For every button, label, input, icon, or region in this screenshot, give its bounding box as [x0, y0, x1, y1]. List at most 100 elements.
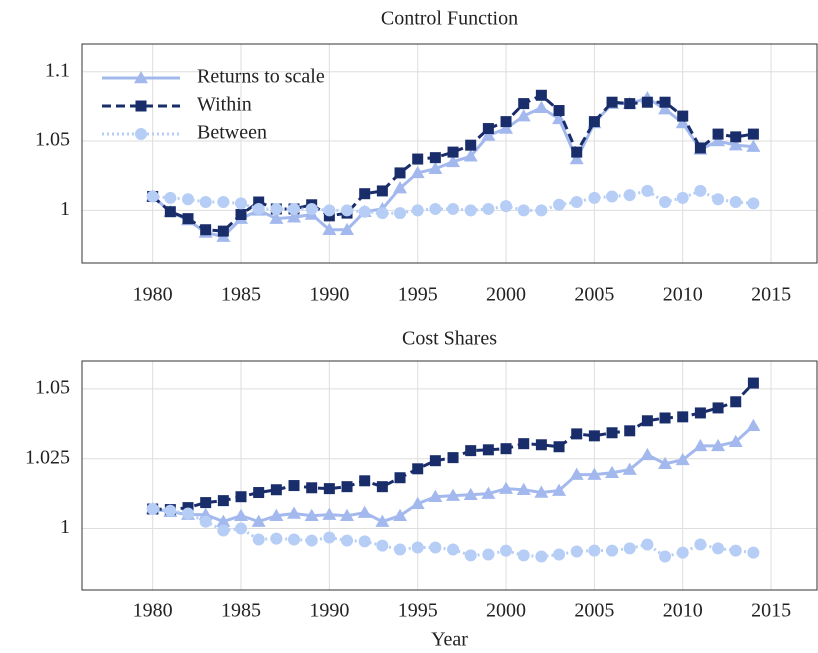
marker: [588, 116, 600, 128]
marker: [464, 204, 477, 217]
x-tick-label: 1985: [221, 284, 261, 306]
marker: [641, 415, 653, 427]
marker: [199, 196, 212, 209]
marker: [587, 467, 602, 480]
marker: [728, 138, 743, 151]
marker: [410, 165, 425, 179]
marker: [712, 542, 725, 555]
marker: [712, 128, 724, 140]
marker: [747, 128, 759, 140]
marker: [747, 546, 760, 559]
marker: [728, 434, 743, 447]
legend-marker: [134, 71, 148, 84]
marker: [516, 482, 531, 495]
marker: [394, 207, 407, 220]
x-tick-label: 1985: [221, 600, 261, 622]
marker: [252, 202, 265, 215]
marker: [288, 480, 300, 492]
marker: [323, 483, 335, 495]
marker: [393, 508, 408, 521]
marker: [252, 533, 265, 546]
x-tick-label: 1995: [398, 284, 438, 306]
x-tick-label: 2005: [574, 284, 614, 306]
marker: [623, 189, 636, 202]
marker: [659, 196, 672, 209]
marker: [304, 508, 319, 521]
marker: [677, 411, 689, 423]
x-tick-label: 2015: [751, 284, 791, 306]
marker: [588, 430, 600, 442]
marker: [482, 202, 495, 215]
marker: [323, 204, 336, 217]
marker: [518, 98, 530, 110]
marker: [305, 534, 318, 547]
marker: [429, 541, 442, 554]
marker: [164, 504, 177, 517]
marker: [747, 197, 760, 210]
marker: [235, 208, 247, 220]
x-tick-label: 2010: [663, 600, 703, 622]
marker: [288, 202, 301, 215]
marker: [217, 524, 230, 537]
marker: [482, 123, 494, 135]
marker: [676, 546, 689, 559]
marker: [447, 452, 459, 464]
marker: [535, 550, 548, 563]
x-tick-label: 1980: [133, 600, 173, 622]
marker: [658, 456, 673, 470]
plot-frame: [81, 43, 818, 264]
marker: [393, 181, 408, 194]
y-tick-label: 1.1: [45, 59, 70, 81]
marker: [269, 211, 284, 224]
marker: [270, 532, 283, 545]
marker: [463, 149, 478, 162]
marker: [482, 548, 495, 561]
marker: [182, 507, 195, 520]
marker: [711, 438, 726, 452]
marker: [357, 505, 372, 518]
marker: [569, 467, 584, 480]
marker: [323, 531, 336, 544]
marker: [217, 225, 229, 237]
marker: [606, 544, 619, 557]
marker: [340, 222, 355, 235]
x-tick-label: 2000: [486, 600, 526, 622]
marker: [535, 89, 547, 101]
marker: [164, 206, 176, 218]
plot-frame: [81, 360, 818, 591]
marker: [500, 116, 512, 128]
marker: [535, 204, 548, 217]
marker: [429, 455, 441, 467]
marker: [588, 191, 601, 204]
marker: [675, 116, 690, 129]
marker: [605, 465, 620, 478]
marker: [500, 544, 513, 557]
marker: [676, 191, 689, 204]
marker: [412, 153, 424, 165]
marker: [341, 204, 354, 217]
marker: [570, 545, 583, 558]
marker: [517, 204, 530, 217]
marker: [429, 152, 441, 164]
marker: [534, 100, 549, 114]
marker: [729, 196, 742, 209]
marker: [552, 111, 567, 125]
legend-marker: [135, 100, 147, 112]
marker: [182, 213, 194, 225]
marker: [499, 121, 514, 134]
marker: [182, 193, 195, 206]
marker: [200, 224, 212, 236]
marker: [306, 482, 318, 494]
marker: [606, 96, 618, 108]
marker: [641, 184, 654, 197]
marker: [588, 544, 601, 557]
marker: [517, 549, 530, 562]
marker: [675, 452, 690, 466]
marker: [694, 407, 706, 419]
marker: [570, 196, 583, 209]
series-line: [152, 507, 754, 559]
x-tick-label: 2005: [574, 600, 614, 622]
y-tick-label: 1.025: [25, 446, 70, 468]
marker: [305, 202, 318, 215]
marker: [322, 222, 337, 235]
